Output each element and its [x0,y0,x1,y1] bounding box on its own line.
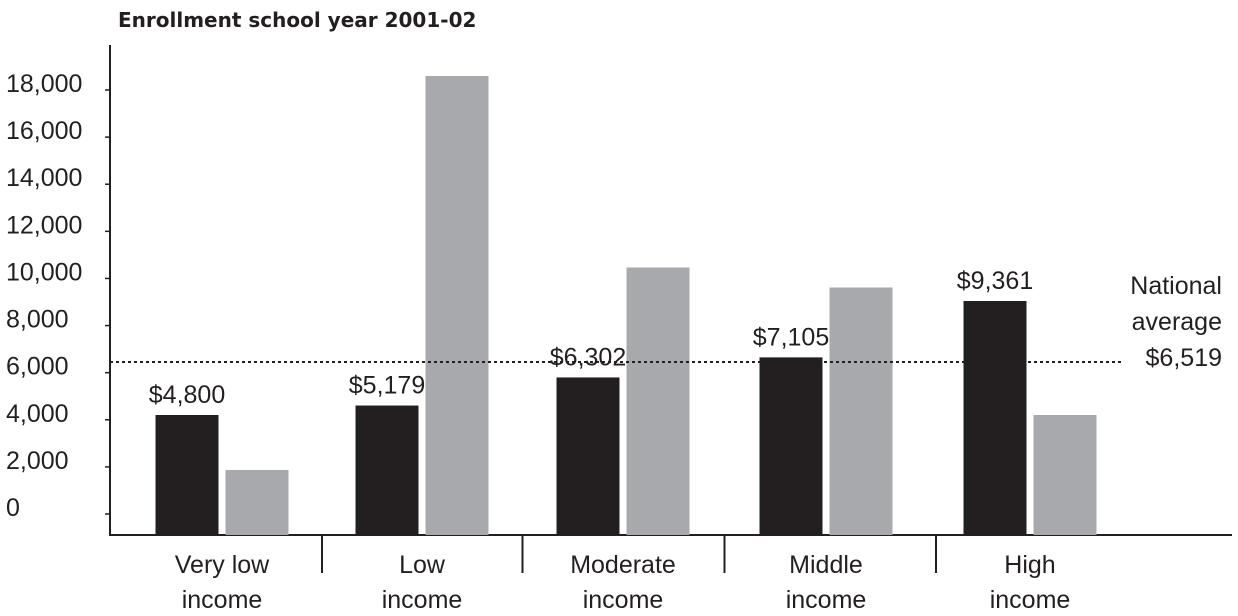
y-tick-label: 18,000 [6,70,82,98]
category-labels: Very low income Low income Moderate income Mid… [175,535,1071,614]
category-label: Very low [175,551,270,579]
y-tick-label: 2,000 [6,447,69,475]
y-tick-label: 14,000 [6,164,82,192]
bar-value-label: $5,179 [349,372,425,400]
data-labels: $4,800 $5,179 $6,302 $7,105 $9,361 [149,267,1033,409]
bar [556,377,620,535]
bar [626,267,690,535]
bar-value-label: $7,105 [753,323,829,351]
national-average: National average $6,519 [110,272,1222,372]
bar [759,357,823,535]
bar [829,287,893,535]
bar-value-label: $9,361 [957,267,1033,295]
bar-value-label: $4,800 [149,381,225,409]
bars [155,76,1097,535]
axes: 18,000 16,000 14,000 12,000 10,000 8,000 6,000… [6,45,1232,536]
bar [963,300,1027,535]
y-tick-label: 10,000 [6,258,82,286]
category-label: income [786,586,867,614]
y-tick-label: 6,000 [6,353,69,381]
category-label: Low [399,551,446,579]
category-label: Moderate [570,551,676,579]
bar [355,405,419,535]
category-label: High [1004,551,1055,579]
bar-value-label: $6,302 [550,343,626,371]
y-tick-label: 0 [6,494,20,522]
national-average-label: National [1130,272,1222,300]
category-label: income [182,586,263,614]
category-label: income [583,586,664,614]
bar [425,76,489,535]
y-tick-label: 4,000 [6,400,69,428]
bar [225,470,289,535]
y-tick-label: 8,000 [6,306,69,334]
chart-title: Enrollment school year 2001-02 [118,8,476,32]
category-label: Middle [789,551,863,579]
bar [1033,415,1097,535]
national-average-label: average [1132,308,1222,336]
bar [155,415,219,535]
category-label: income [990,586,1071,614]
y-tick-label: 12,000 [6,211,82,239]
national-average-label: $6,519 [1146,344,1222,372]
y-tick-label: 16,000 [6,117,82,145]
category-label: income [382,586,463,614]
